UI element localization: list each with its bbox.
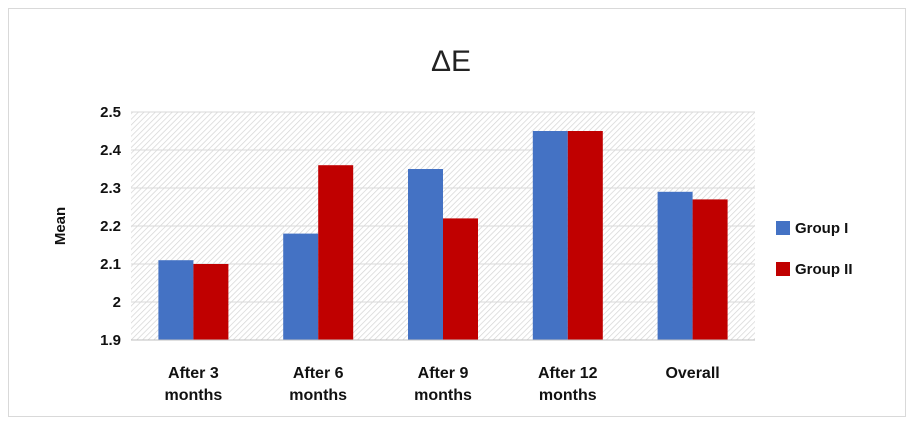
bar <box>158 260 194 340</box>
chart-frame: 1.9 2 2.1 2.2 2.3 2.4 2.5 After 3 months After 6 m… <box>8 8 906 417</box>
x-tick-label: After 12 <box>538 365 598 382</box>
x-tick-label: After 9 <box>418 365 469 382</box>
bars <box>158 131 728 340</box>
y-tick-label: 2.4 <box>100 142 122 159</box>
x-tick-label: months <box>414 387 472 404</box>
x-tick-label: After 6 <box>293 365 344 382</box>
bar <box>532 131 568 340</box>
y-tick-label: 1.9 <box>100 332 121 349</box>
y-tick-label: 2.1 <box>100 256 121 273</box>
legend-swatch <box>776 221 790 235</box>
bar <box>408 169 443 340</box>
x-tick-label: Overall <box>665 365 719 382</box>
x-tick-label: After 3 <box>168 365 219 382</box>
x-tick-label: months <box>165 387 223 404</box>
bar <box>193 264 229 340</box>
y-tick-label: 2.5 <box>100 104 121 121</box>
legend-label: Group II <box>795 261 853 278</box>
y-axis-label: Mean <box>52 207 69 245</box>
bar <box>318 165 354 340</box>
bar <box>692 199 728 340</box>
y-tick-label: 2.2 <box>100 218 121 235</box>
y-tick-label: 2 <box>113 294 121 311</box>
bar <box>567 131 603 340</box>
bar <box>283 233 319 340</box>
legend-swatch <box>776 262 790 276</box>
x-tick-label: months <box>289 387 347 404</box>
chart-title: ΔE <box>431 45 471 78</box>
x-tick-label: months <box>539 387 597 404</box>
legend-label: Group I <box>795 220 848 237</box>
bar <box>657 191 693 340</box>
legend: Group I Group II <box>776 220 853 278</box>
axes: 1.9 2 2.1 2.2 2.3 2.4 2.5 After 3 months After 6 m… <box>100 104 755 404</box>
y-tick-label: 2.3 <box>100 180 121 197</box>
bar <box>443 218 478 340</box>
bar-chart: 1.9 2 2.1 2.2 2.3 2.4 2.5 After 3 months After 6 m… <box>52 45 853 404</box>
